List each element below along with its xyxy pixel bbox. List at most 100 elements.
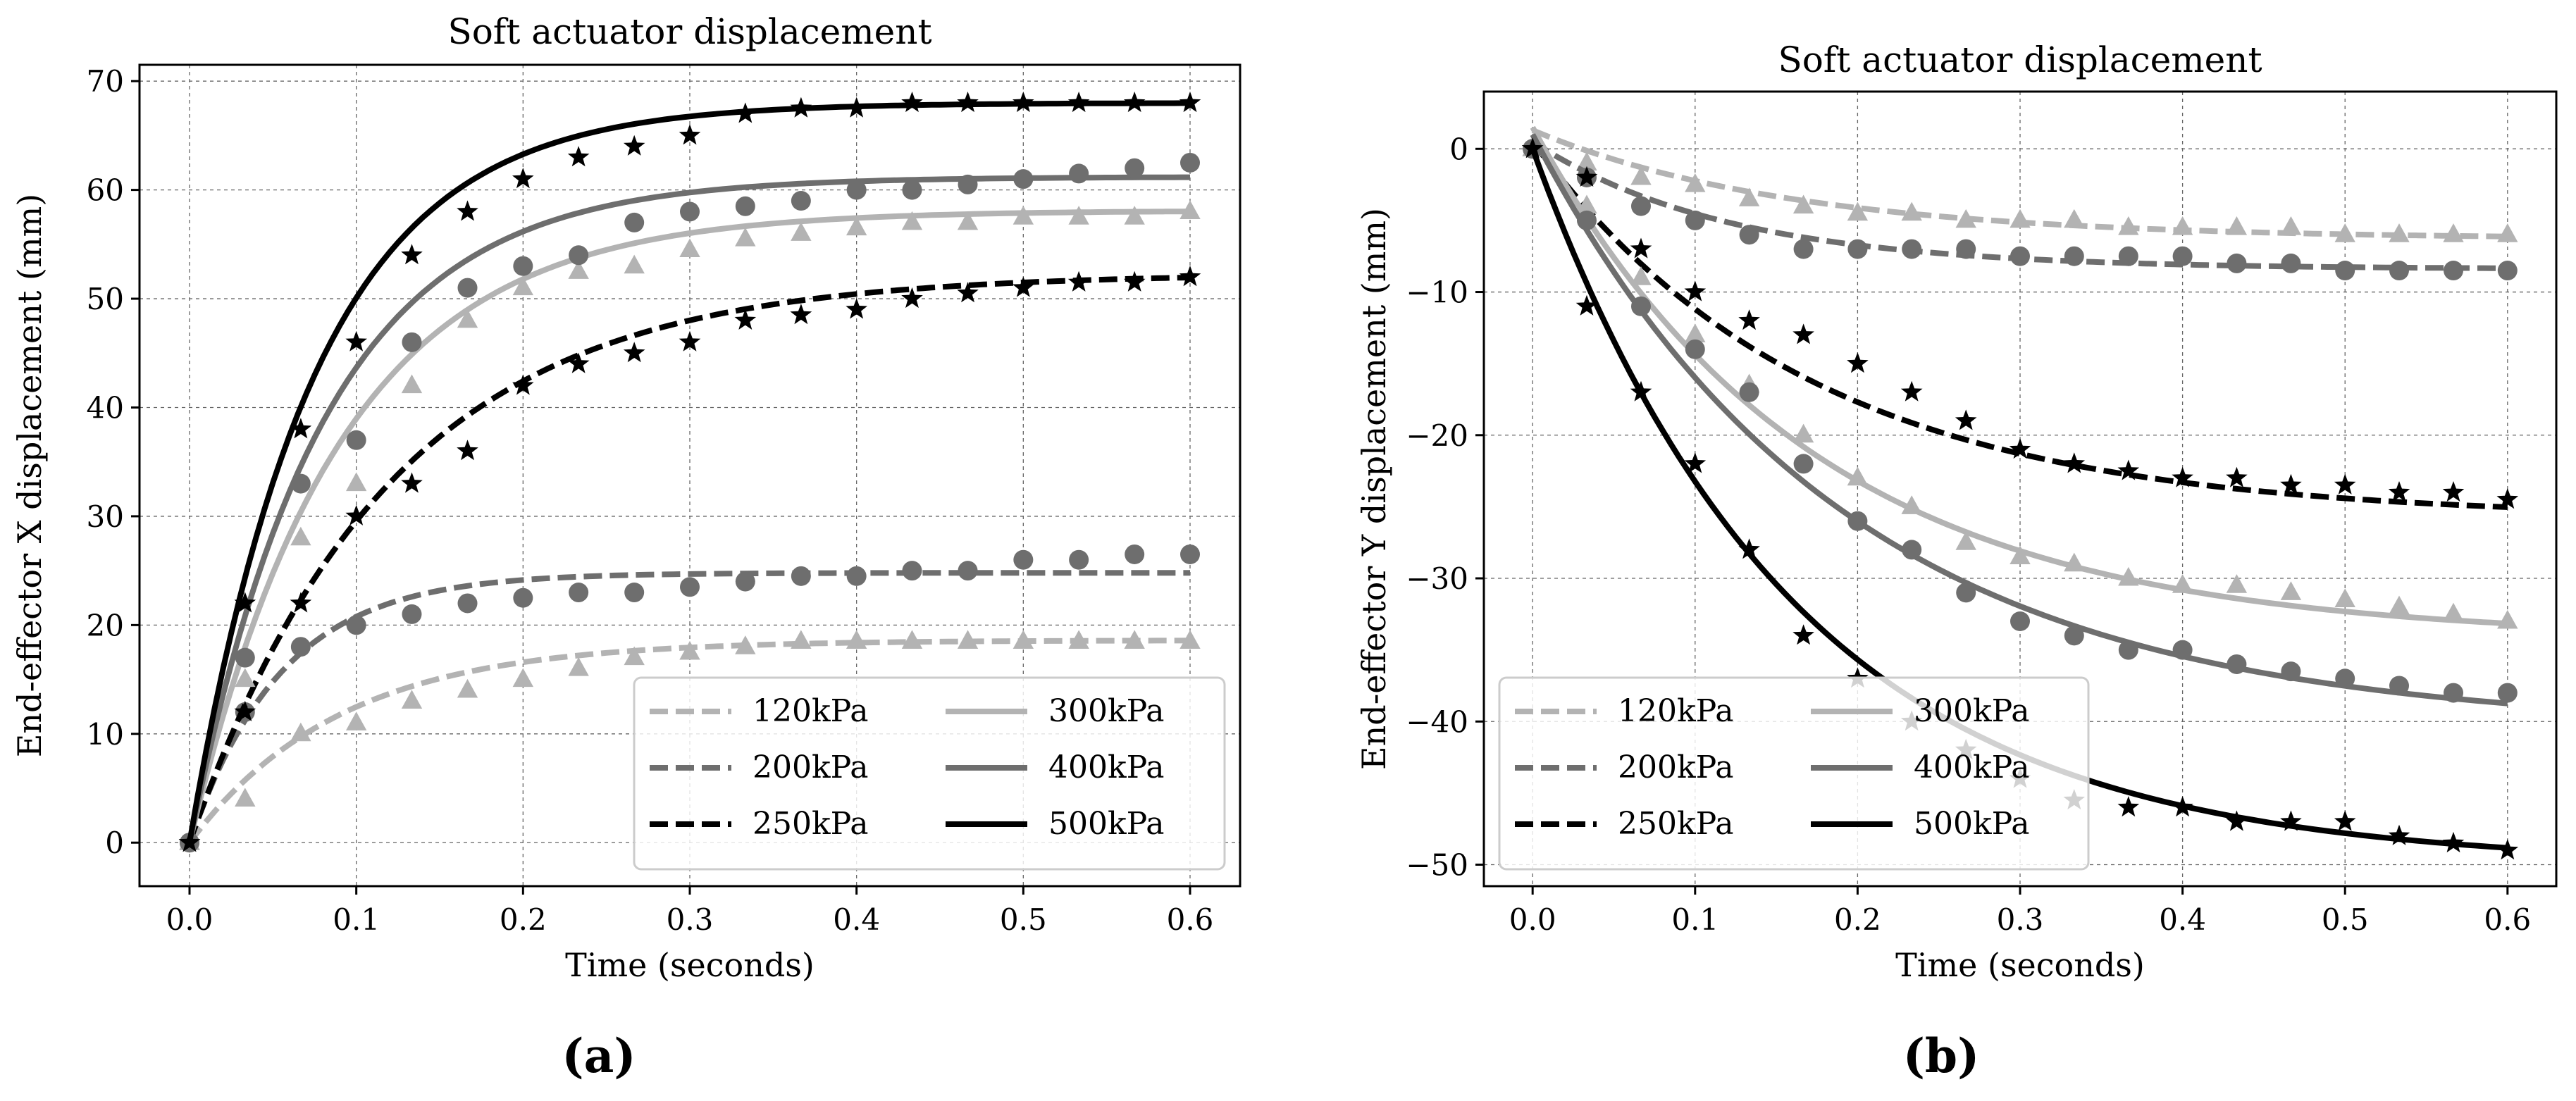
x-tick-label: 0.3 — [1997, 902, 2044, 937]
y-tick-label: −50 — [1406, 848, 1468, 883]
data-point — [2281, 253, 2301, 273]
data-point — [457, 200, 478, 221]
data-point — [624, 254, 645, 274]
data-point — [401, 374, 423, 394]
data-point — [2280, 216, 2302, 235]
data-point — [2497, 609, 2518, 629]
y-tick-label: 70 — [87, 64, 124, 99]
data-point — [1955, 209, 1976, 228]
x-axis-label: Time (seconds) — [565, 946, 815, 984]
chart-b: 0.0 0.1 0.2 0.3 0.4 0.5 0.6 0 −10 −20 −30 −40 −50 Sof… — [1355, 39, 2558, 1083]
data-point — [290, 473, 311, 494]
data-point — [1793, 239, 1814, 259]
data-point — [457, 440, 478, 461]
data-point — [2497, 223, 2518, 242]
data-point — [2172, 574, 2193, 593]
y-tick-label: 10 — [87, 717, 124, 752]
data-point — [680, 201, 700, 222]
panel-label: (b) — [1903, 1028, 1980, 1083]
data-point — [1123, 270, 1146, 292]
data-point — [2334, 473, 2356, 494]
data-point — [1900, 380, 1923, 402]
data-point — [735, 571, 755, 592]
panel-label: (a) — [562, 1028, 636, 1083]
data-point — [1847, 511, 1868, 531]
data-point — [1792, 624, 1814, 645]
y-tick-label: 50 — [87, 282, 124, 316]
data-point — [1738, 187, 1760, 206]
data-point — [679, 640, 700, 660]
data-point — [401, 690, 423, 709]
data-point — [1179, 266, 1201, 287]
data-point — [402, 332, 422, 352]
data-point — [1902, 239, 1922, 259]
data-point — [1013, 630, 1034, 649]
data-point — [901, 211, 923, 230]
data-point — [235, 668, 256, 688]
data-point — [680, 577, 700, 597]
data-point — [345, 504, 367, 525]
legend-label: 300kPa — [1048, 693, 1165, 729]
x-tick-label: 0.0 — [166, 902, 213, 937]
data-point — [2334, 810, 2356, 831]
data-point — [1738, 538, 1760, 559]
series-400kPa — [180, 152, 1200, 853]
data-point — [2335, 261, 2355, 281]
legend-label: 500kPa — [1048, 806, 1165, 842]
chart-title: Soft actuator displacement — [1778, 39, 2262, 80]
data-point — [401, 472, 423, 493]
data-point — [1847, 352, 1869, 373]
data-point — [457, 309, 478, 328]
y-axis-label: End-effector X displacement (mm) — [11, 194, 49, 757]
data-point — [1955, 409, 1977, 430]
y-tick-label: 60 — [87, 173, 124, 208]
data-point — [1179, 630, 1201, 649]
data-point — [2118, 640, 2138, 660]
data-point — [1956, 583, 1976, 603]
data-point — [2117, 796, 2140, 817]
data-point — [2064, 626, 2084, 646]
data-point — [512, 668, 534, 688]
data-point — [512, 374, 534, 395]
data-point — [679, 330, 701, 352]
data-point — [1068, 206, 1089, 225]
data-point — [1684, 280, 1707, 301]
data-point — [2010, 611, 2030, 631]
data-point — [1180, 544, 1200, 564]
data-point — [2442, 481, 2465, 502]
x-tick-label: 0.4 — [833, 902, 880, 937]
fit-line — [1530, 139, 2508, 510]
data-point — [2389, 595, 2410, 615]
data-point — [2496, 839, 2519, 860]
chart-title: Soft actuator displacement — [447, 11, 931, 52]
data-point — [2443, 602, 2464, 622]
data-point — [846, 97, 867, 118]
x-tick-label: 0.4 — [2159, 902, 2206, 937]
data-point — [2009, 438, 2031, 459]
data-point — [902, 180, 922, 200]
data-point — [1685, 339, 1705, 359]
data-point — [235, 788, 256, 807]
data-point — [1738, 309, 1760, 330]
data-point — [2226, 466, 2248, 487]
data-point — [569, 245, 589, 266]
legend-box — [633, 676, 1226, 871]
data-point — [2444, 683, 2464, 703]
legend-label: 400kPa — [1048, 749, 1165, 785]
data-point — [2443, 223, 2464, 242]
data-point — [958, 561, 978, 581]
data-point — [901, 92, 923, 113]
y-tick-label: 0 — [1449, 132, 1468, 166]
data-point — [735, 196, 755, 216]
data-point — [290, 592, 312, 613]
data-point — [1956, 239, 1976, 259]
data-point — [623, 135, 645, 156]
data-point — [513, 587, 533, 608]
data-point — [2117, 459, 2140, 480]
data-point — [1013, 549, 1034, 570]
data-point — [679, 124, 701, 145]
data-point — [1792, 323, 1814, 344]
data-point — [513, 256, 533, 276]
legend: 120kPa 200kPa 250kPa 300kPa 400kPa 500kPa — [1498, 676, 2090, 871]
data-point — [846, 566, 867, 586]
